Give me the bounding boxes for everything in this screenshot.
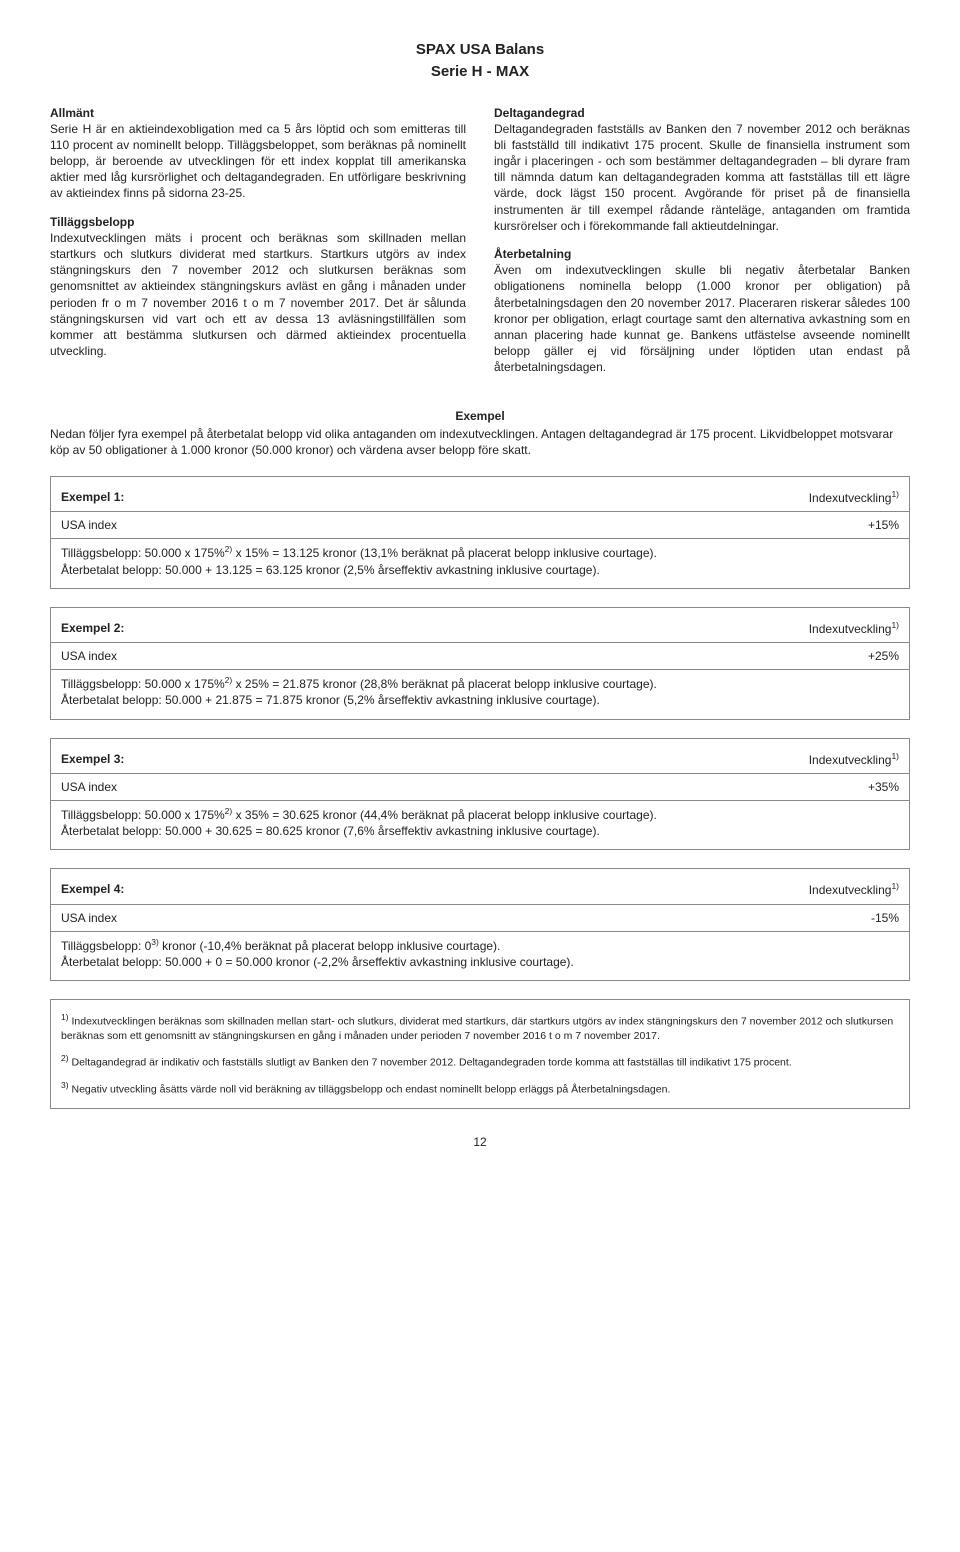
allmant-block: Allmänt Serie H är en aktieindexobligati… (50, 105, 466, 202)
example-label: Exempel 2: (61, 620, 124, 637)
footnote-3: 3) Negativ utveckling åsätts värde noll … (61, 1080, 899, 1097)
aterbet-body: Även om indexutvecklingen skulle bli neg… (494, 263, 910, 374)
deltag-heading: Deltagandegrad (494, 106, 585, 120)
tillaggs-heading: Tilläggsbelopp (50, 215, 134, 229)
example-label: Exempel 1: (61, 489, 124, 506)
page-number: 12 (50, 1134, 910, 1150)
example-body: Tilläggsbelopp: 03) kronor (-10,4% beräk… (61, 937, 899, 970)
body-columns: Allmänt Serie H är en aktieindexobligati… (50, 105, 910, 388)
example-box-4: Exempel 4: Indexutveckling1) USA index -… (50, 868, 910, 981)
doc-title: SPAX USA Balans (50, 40, 910, 60)
usa-index-label: USA index (61, 779, 117, 795)
example-box-3: Exempel 3: Indexutveckling1) USA index +… (50, 738, 910, 851)
example-box-2: Exempel 2: Indexutveckling1) USA index +… (50, 607, 910, 720)
example-label: Exempel 4: (61, 881, 124, 898)
usa-index-value: +25% (868, 648, 899, 664)
usa-index-value: +35% (868, 779, 899, 795)
deltag-block: Deltagandegrad Deltagandegraden faststäl… (494, 105, 910, 235)
exempel-heading: Exempel (50, 408, 910, 424)
index-label: Indexutveckling1) (809, 751, 899, 768)
index-label: Indexutveckling1) (809, 620, 899, 637)
aterbet-block: Återbetalning Även om indexutvecklingen … (494, 246, 910, 376)
left-column: Allmänt Serie H är en aktieindexobligati… (50, 105, 466, 388)
index-label: Indexutveckling1) (809, 489, 899, 506)
footnote-1: 1) Indexutvecklingen beräknas som skilln… (61, 1012, 899, 1043)
example-label: Exempel 3: (61, 751, 124, 768)
example-body: Tilläggsbelopp: 50.000 x 175%2) x 35% = … (61, 806, 899, 839)
example-box-1: Exempel 1: Indexutveckling1) USA index +… (50, 476, 910, 589)
usa-index-label: USA index (61, 910, 117, 926)
allmant-body: Serie H är en aktieindexobligation med c… (50, 122, 466, 201)
example-body: Tilläggsbelopp: 50.000 x 175%2) x 15% = … (61, 544, 899, 577)
right-column: Deltagandegrad Deltagandegraden faststäl… (494, 105, 910, 388)
usa-index-label: USA index (61, 517, 117, 533)
allmant-heading: Allmänt (50, 106, 94, 120)
index-label: Indexutveckling1) (809, 881, 899, 898)
usa-index-value: +15% (868, 517, 899, 533)
exempel-intro: Nedan följer fyra exempel på återbetalat… (50, 426, 910, 458)
usa-index-value: -15% (871, 910, 899, 926)
footnote-2: 2) Deltagandegrad är indikativ och fasts… (61, 1053, 899, 1070)
usa-index-label: USA index (61, 648, 117, 664)
tillaggs-body: Indexutvecklingen mäts i procent och ber… (50, 231, 466, 358)
footnotes-box: 1) Indexutvecklingen beräknas som skilln… (50, 999, 910, 1109)
deltag-body: Deltagandegraden fastställs av Banken de… (494, 122, 910, 233)
example-body: Tilläggsbelopp: 50.000 x 175%2) x 25% = … (61, 675, 899, 708)
doc-subtitle: Serie H - MAX (50, 62, 910, 82)
tillaggs-block: Tilläggsbelopp Indexutvecklingen mäts i … (50, 214, 466, 360)
aterbet-heading: Återbetalning (494, 247, 571, 261)
